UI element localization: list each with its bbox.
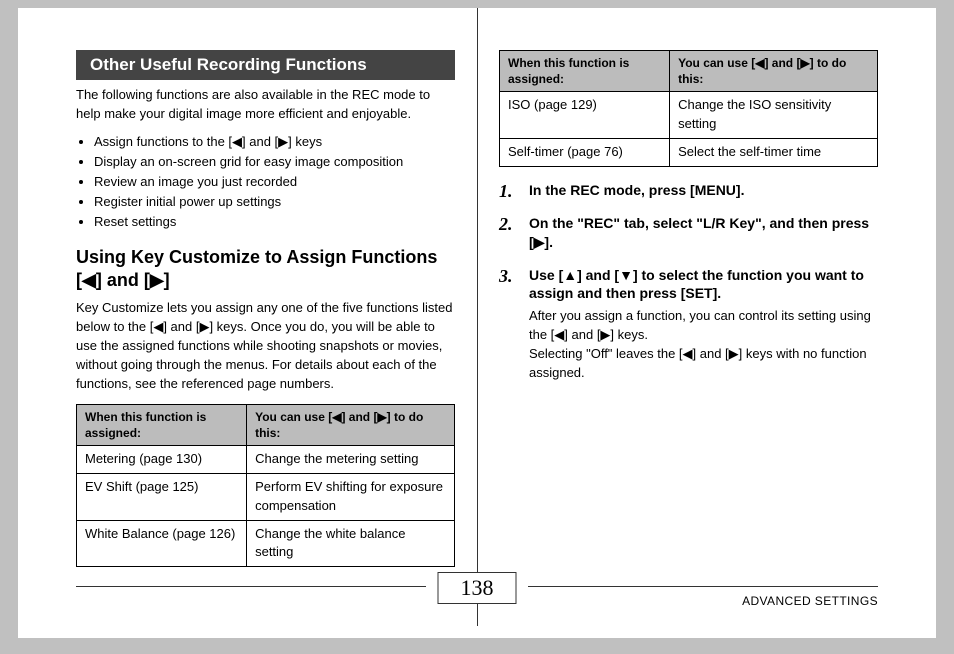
table-row: Self-timer (page 76) Select the self-tim… xyxy=(500,139,878,167)
functions-table-right: When this function is assigned: You can … xyxy=(499,50,878,167)
table-row: White Balance (page 126) Change the whit… xyxy=(77,520,455,567)
table-cell: Change the white balance setting xyxy=(247,520,455,567)
two-column-layout: Other Useful Recording Functions The fol… xyxy=(62,50,892,580)
right-column: When this function is assigned: You can … xyxy=(477,50,892,580)
step-text: In the REC mode, press [MENU]. xyxy=(529,181,878,200)
page-number: 138 xyxy=(438,572,517,604)
step-item: 3. Use [▲] and [▼] to select the functio… xyxy=(499,266,878,383)
table-row: Metering (page 130) Change the metering … xyxy=(77,445,455,473)
table-header-row: When this function is assigned: You can … xyxy=(77,404,455,445)
manual-page: Other Useful Recording Functions The fol… xyxy=(18,8,936,638)
table-cell: Change the ISO sensitivity setting xyxy=(670,92,878,139)
step-body: Use [▲] and [▼] to select the function y… xyxy=(529,266,878,383)
list-item: Register initial power up settings xyxy=(94,192,455,212)
subheading: Using Key Customize to Assign Functions … xyxy=(76,246,455,291)
step-number: 3. xyxy=(499,266,523,383)
step-item: 2. On the "REC" tab, select "L/R Key", a… xyxy=(499,214,878,256)
footer-label: ADVANCED SETTINGS xyxy=(742,594,878,608)
table-header-row: When this function is assigned: You can … xyxy=(500,51,878,92)
list-item: Review an image you just recorded xyxy=(94,172,455,192)
list-item: Reset settings xyxy=(94,212,455,232)
step-subtext: After you assign a function, you can con… xyxy=(529,307,878,345)
intro-paragraph: The following functions are also availab… xyxy=(76,86,455,124)
step-subtext: Selecting "Off" leaves the [◀] and [▶] k… xyxy=(529,345,878,383)
step-body: On the "REC" tab, select "L/R Key", and … xyxy=(529,214,878,256)
step-item: 1. In the REC mode, press [MENU]. xyxy=(499,181,878,204)
table-header-cell: You can use [◀] and [▶] to do this: xyxy=(247,404,455,445)
table-cell: Select the self-timer time xyxy=(670,139,878,167)
step-body: In the REC mode, press [MENU]. xyxy=(529,181,878,204)
step-number: 1. xyxy=(499,181,523,204)
table-cell: Self-timer (page 76) xyxy=(500,139,670,167)
list-item: Assign functions to the [◀] and [▶] keys xyxy=(94,132,455,152)
table-cell: EV Shift (page 125) xyxy=(77,473,247,520)
table-cell: ISO (page 129) xyxy=(500,92,670,139)
subheading-body: Key Customize lets you assign any one of… xyxy=(76,299,455,393)
step-number: 2. xyxy=(499,214,523,256)
table-row: ISO (page 129) Change the ISO sensitivit… xyxy=(500,92,878,139)
step-text: On the "REC" tab, select "L/R Key", and … xyxy=(529,214,878,252)
footer-rule-right xyxy=(528,586,878,587)
table-cell: Metering (page 130) xyxy=(77,445,247,473)
table-header-cell: When this function is assigned: xyxy=(500,51,670,92)
left-column: Other Useful Recording Functions The fol… xyxy=(62,50,477,580)
numbered-steps: 1. In the REC mode, press [MENU]. 2. On … xyxy=(499,181,878,383)
table-cell: White Balance (page 126) xyxy=(77,520,247,567)
functions-table-left: When this function is assigned: You can … xyxy=(76,404,455,568)
step-text: Use [▲] and [▼] to select the function y… xyxy=(529,266,878,304)
table-cell: Perform EV shifting for exposure compens… xyxy=(247,473,455,520)
section-heading: Other Useful Recording Functions xyxy=(76,50,455,80)
table-header-cell: When this function is assigned: xyxy=(77,404,247,445)
footer-rule-left xyxy=(76,586,426,587)
table-header-cell: You can use [◀] and [▶] to do this: xyxy=(670,51,878,92)
bullet-list: Assign functions to the [◀] and [▶] keys… xyxy=(76,132,455,233)
table-row: EV Shift (page 125) Perform EV shifting … xyxy=(77,473,455,520)
list-item: Display an on-screen grid for easy image… xyxy=(94,152,455,172)
table-cell: Change the metering setting xyxy=(247,445,455,473)
page-footer: 138 ADVANCED SETTINGS xyxy=(62,576,892,626)
